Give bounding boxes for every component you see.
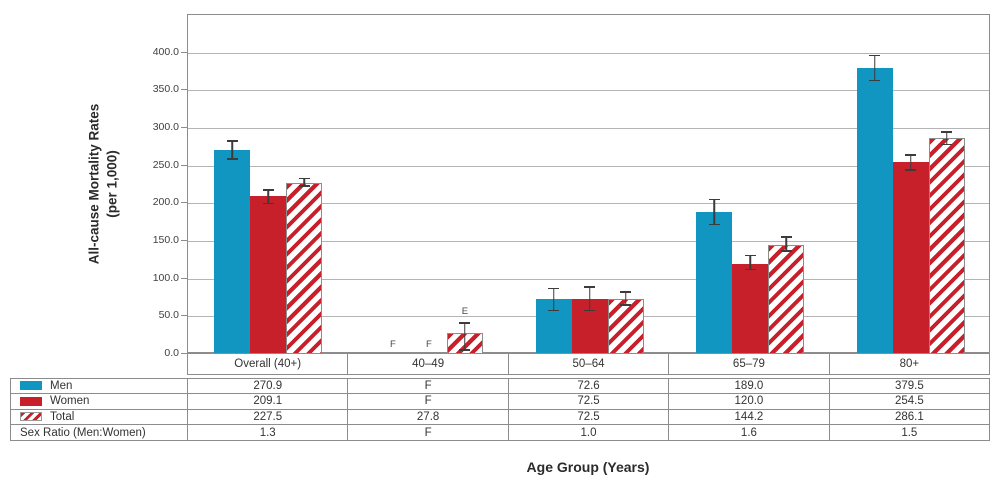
bar-men-65-79 [696, 211, 733, 354]
legend-swatch-total [20, 412, 42, 422]
bar-women-overall-40 [250, 196, 287, 354]
y-axis-title-line1: All-cause Mortality Rates [86, 103, 102, 265]
error-bar-men-50-64 [548, 287, 559, 312]
category-cell-40-49: 40–49 [348, 352, 509, 376]
table-cell-total-80: 286.1 [829, 409, 991, 426]
ytick-mark [181, 240, 187, 241]
table-cell-sex-ratio-men-women-65-79: 1.6 [669, 425, 830, 441]
suppressed-flag-men-40-49: F [389, 339, 396, 350]
suppressed-flag-women-40-49: F [425, 339, 432, 350]
gridline-300.0 [188, 128, 989, 129]
error-bar-women-50-64 [584, 286, 595, 312]
table-cell-men-50-64: 72.6 [508, 378, 670, 395]
legend-swatch-women [20, 396, 42, 406]
error-bar-men-65-79 [708, 198, 720, 226]
row-label-sex-ratio-men-women: Sex Ratio (Men:Women) [11, 425, 188, 441]
category-cell-50-64: 50–64 [508, 352, 670, 376]
gridline-200.0 [188, 203, 989, 205]
bar-men-overall-40 [214, 149, 251, 354]
ytick-mark [181, 127, 187, 128]
table-cell-women-overall-40: 209.1 [188, 394, 349, 410]
row-label-women: Women [11, 394, 188, 410]
gridline-100.0 [188, 278, 989, 280]
ytick-label-200.0: 200.0 [152, 196, 179, 209]
bar-total-overall-40 [286, 182, 323, 354]
ytick-label-300.0: 300.0 [152, 121, 179, 133]
ytick-label-350.0: 350.0 [152, 83, 179, 96]
table-cell-sex-ratio-men-women-overall-40: 1.3 [188, 425, 349, 441]
ytick-label-400.0: 400.0 [152, 45, 179, 58]
table-cell-total-overall-40: 227.5 [188, 409, 349, 426]
ytick-label-150.0: 150.0 [152, 234, 179, 246]
ytick-mark [181, 164, 187, 166]
ytick-mark [181, 353, 187, 354]
x-axis-category-row: Overall (40+) 40–49 50–64 65–79 80+ [187, 352, 991, 376]
y-axis-title: All-cause Mortality Rates (per 1,000) [85, 104, 120, 265]
bar-men-80 [856, 68, 893, 354]
error-bar-men-overall-40 [226, 140, 238, 160]
category-cell-80: 80+ [829, 352, 991, 376]
legend-swatch-men [20, 381, 42, 391]
table-cell-sex-ratio-men-women-40-49: F [348, 425, 509, 441]
table-cell-women-40-49: F [348, 394, 509, 410]
ytick-mark [181, 51, 187, 53]
table-cell-sex-ratio-men-women-50-64: 1.0 [508, 425, 670, 441]
x-axis-title: Age Group (Years) [526, 459, 650, 475]
ytick-label-100.0: 100.0 [152, 271, 179, 284]
gridline-400.0 [188, 52, 989, 54]
error-bar-total-40-49 [459, 322, 471, 351]
ytick-label-0.0: 0.0 [164, 347, 179, 359]
error-bar-total-65-79 [780, 236, 792, 252]
table-cell-total-65-79: 144.2 [669, 409, 830, 426]
plot-area: F F E [187, 14, 990, 354]
bar-total-65-79 [768, 245, 805, 354]
row-label-text: Women [50, 395, 90, 408]
row-label-text: Sex Ratio (Men:Women) [20, 426, 146, 439]
bar-total-50-64 [607, 299, 644, 354]
table-cell-women-80: 254.5 [829, 394, 991, 410]
table-cell-women-50-64: 72.5 [508, 394, 670, 410]
error-bar-men-80 [869, 54, 881, 82]
table-cell-total-40-49: 27.8 [348, 409, 509, 426]
ytick-label-250.0: 250.0 [152, 158, 179, 171]
y-axis-title-line2: (per 1,000) [104, 150, 119, 218]
table-cell-total-50-64: 72.5 [508, 409, 670, 426]
gridline-250.0 [188, 165, 989, 167]
ytick-label-50.0: 50.0 [158, 309, 179, 322]
table-cell-men-overall-40: 270.9 [188, 378, 349, 395]
table-cell-men-40-49: F [348, 378, 509, 395]
gridline-150.0 [188, 241, 989, 242]
table-cell-men-80: 379.5 [829, 378, 991, 395]
error-bar-women-65-79 [744, 254, 756, 271]
row-label-total: Total [11, 409, 188, 426]
row-label-text: Total [50, 410, 75, 423]
table-row-women: Women 209.1 F 72.5 120.0 254.5 [11, 394, 991, 410]
error-bar-women-overall-40 [262, 189, 274, 205]
error-bar-total-overall-40 [298, 177, 310, 187]
row-label-text: Men [50, 379, 73, 392]
table-row-sex-ratio-men-women: Sex Ratio (Men:Women) 1.3 F 1.0 1.6 1.5 [11, 425, 991, 441]
bar-women-65-79 [732, 263, 769, 354]
error-bar-total-80 [941, 131, 953, 146]
table-cell-sex-ratio-men-women-80: 1.5 [829, 425, 991, 441]
row-label-men: Men [11, 378, 188, 395]
data-table: Men 270.9 F 72.6 189.0 379.5 Women 209.1 F 72.5 12… [10, 377, 991, 441]
table-cell-men-65-79: 189.0 [669, 378, 830, 395]
bar-total-80 [928, 138, 965, 354]
bar-women-80 [892, 162, 929, 354]
ytick-mark [181, 315, 187, 317]
error-bar-total-50-64 [620, 291, 631, 306]
ytick-mark [181, 89, 187, 91]
category-cell-overall-40: Overall (40+) [187, 352, 349, 376]
table-row-men: Men 270.9 F 72.6 189.0 379.5 [11, 378, 991, 395]
ytick-mark [181, 277, 187, 279]
category-cell-65-79: 65–79 [669, 352, 830, 376]
ytick-mark [181, 202, 187, 204]
table-cell-women-65-79: 120.0 [669, 394, 830, 410]
gridline-350.0 [188, 90, 989, 92]
table-row-total: Total 227.5 27.8 72.5 144.2 286.1 [11, 409, 991, 426]
error-bar-women-80 [905, 154, 917, 171]
estimate-flag-total-40-49: E [461, 306, 469, 318]
